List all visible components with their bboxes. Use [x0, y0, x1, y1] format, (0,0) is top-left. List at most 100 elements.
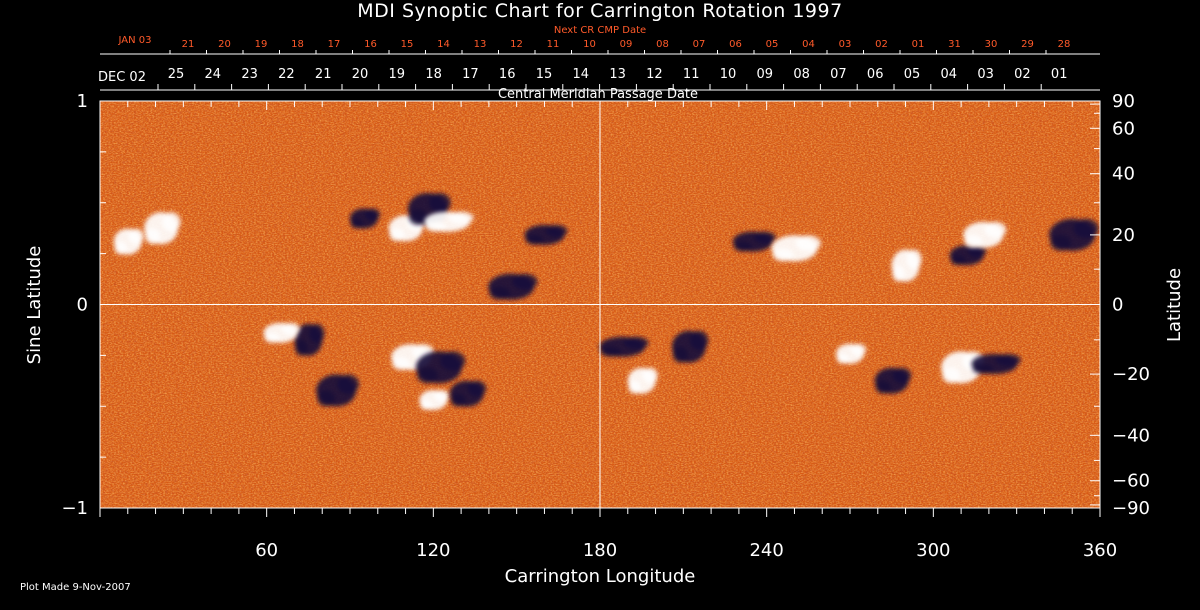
region-lobe: [350, 218, 364, 229]
active-region-positive: [144, 212, 181, 245]
next-cr-date: 30: [985, 39, 998, 50]
next-cr-date: 16: [364, 39, 377, 50]
cmp-date: 22: [278, 67, 295, 82]
next-cr-date: 07: [693, 39, 706, 50]
cmp-date: 14: [573, 67, 590, 82]
cmp-start-date: DEC 02: [98, 70, 146, 85]
next-cr-date: 12: [510, 39, 523, 50]
next-cr-date: 06: [729, 39, 742, 50]
y-tick-label-right: −60: [1112, 471, 1150, 492]
next-cr-date: 10: [583, 39, 596, 50]
active-region-positive: [424, 211, 474, 232]
region-lobe: [309, 323, 325, 344]
region-lobe: [425, 221, 447, 232]
region-lobe: [467, 380, 487, 397]
active-region-negative: [671, 330, 709, 363]
region-lobe: [642, 367, 658, 384]
region-lobe: [448, 211, 474, 224]
y-tick-label-left: 0: [77, 295, 88, 316]
next-cr-date: 13: [474, 39, 487, 50]
region-lobe: [984, 221, 1007, 238]
region-lobe: [434, 390, 450, 403]
cmp-date: 20: [352, 67, 369, 82]
region-lobe: [942, 367, 961, 384]
region-lobe: [489, 286, 510, 300]
active-region-negative: [488, 273, 538, 300]
right-axis: 90 60 40 20 0 −20 −40 −60 −90: [1090, 91, 1150, 519]
next-cr-date: 11: [547, 39, 560, 50]
region-lobe: [850, 343, 867, 356]
region-lobe: [420, 400, 433, 411]
region-lobe: [417, 367, 438, 384]
active-region-negative: [415, 351, 466, 384]
active-region-positive: [419, 390, 450, 411]
region-lobe: [964, 234, 983, 248]
region-lobe: [628, 380, 641, 394]
cmp-date: 17: [462, 67, 479, 82]
y-tick-label-left: 1: [77, 91, 88, 112]
active-region-negative: [971, 353, 1021, 374]
next-cr-date: 03: [839, 39, 852, 50]
region-lobe: [295, 339, 308, 356]
active-region-negative: [1049, 218, 1099, 251]
cmp-date: 25: [168, 67, 185, 82]
next-cr-date: 17: [328, 39, 341, 50]
cmp-date: 23: [241, 67, 258, 82]
cmp-date: 01: [1051, 67, 1068, 82]
active-region-negative: [874, 367, 912, 394]
region-lobe: [753, 231, 776, 244]
x-tick-label: 120: [416, 540, 450, 561]
cmp-axis-label: Central Meridian Passage Date: [498, 87, 698, 102]
cmp-date: 11: [683, 67, 700, 82]
region-lobe: [128, 228, 144, 245]
cmp-date: 08: [793, 67, 810, 82]
active-region-positive: [263, 322, 301, 343]
top-date-axis: Next CR CMP Date JAN 03 21 20 19 18 17 16 15 14 13…: [98, 25, 1100, 102]
cmp-date: 21: [315, 67, 332, 82]
region-lobe: [161, 212, 181, 232]
region-lobe: [408, 208, 427, 225]
x-tick-label: 240: [749, 540, 783, 561]
x-tick-label: 180: [583, 540, 617, 561]
active-region-negative: [524, 224, 568, 245]
region-lobe: [995, 353, 1021, 366]
region-lobe: [1073, 218, 1099, 239]
region-lobe: [337, 374, 360, 394]
region-lobe: [733, 241, 752, 252]
x-tick-label: 300: [916, 540, 950, 561]
region-lobe: [967, 245, 987, 258]
next-cr-date: 21: [182, 39, 195, 50]
region-lobe: [364, 208, 380, 221]
active-region-negative: [294, 323, 325, 356]
region-lobe: [906, 249, 922, 269]
region-lobe: [389, 228, 405, 242]
next-cr-label: Next CR CMP Date: [554, 25, 646, 36]
region-lobe: [772, 248, 794, 262]
next-cr-date: 01: [912, 39, 925, 50]
cmp-date: 09: [757, 67, 774, 82]
active-region-positive: [627, 367, 658, 394]
bottom-axis: 60 120 180 240 300 360: [99, 101, 1117, 561]
active-region-negative: [349, 208, 380, 229]
next-cr-date: 19: [255, 39, 268, 50]
next-cr-date: 28: [1058, 39, 1071, 50]
region-lobe: [440, 351, 466, 371]
next-cr-date: 05: [766, 39, 779, 50]
cmp-date: 18: [425, 67, 442, 82]
next-cr-date: 31: [948, 39, 961, 50]
region-lobe: [450, 393, 466, 407]
cmp-date: 04: [941, 67, 958, 82]
region-lobe: [545, 224, 568, 237]
next-cr-date: 14: [437, 39, 450, 50]
cmp-date: 15: [536, 67, 553, 82]
region-lobe: [1050, 234, 1072, 251]
y-tick-label-right: 40: [1112, 164, 1135, 185]
cmp-date: 07: [830, 67, 847, 82]
x-tick-label: 360: [1083, 540, 1117, 561]
y-tick-label-right: 0: [1112, 295, 1123, 316]
active-region-positive: [113, 228, 144, 255]
cmp-date: 03: [977, 67, 994, 82]
cmp-date: 16: [499, 67, 516, 82]
region-lobe: [281, 322, 301, 335]
y-tick-label-right: −20: [1112, 364, 1150, 385]
